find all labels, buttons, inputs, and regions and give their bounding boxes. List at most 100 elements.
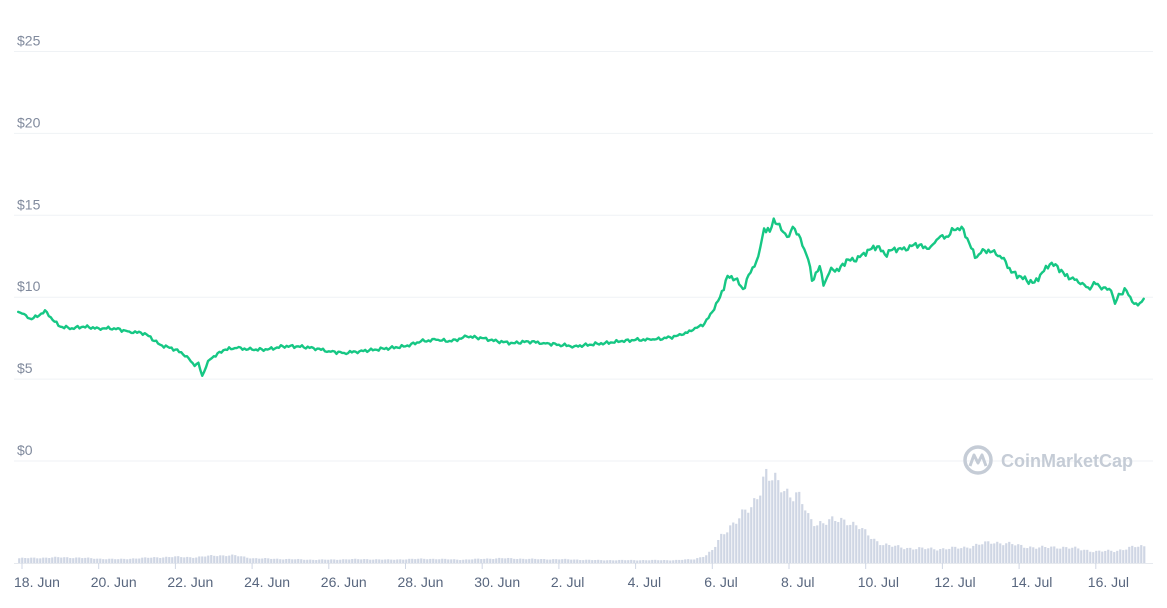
x-tick-label: 26. Jun: [321, 574, 367, 590]
volume-bar: [846, 525, 849, 563]
volume-bar: [1107, 549, 1110, 563]
volume-bar: [840, 517, 843, 563]
volume-bar: [879, 545, 882, 563]
volume-bar: [672, 560, 675, 563]
volume-bar: [1026, 548, 1029, 563]
volume-bar: [78, 557, 81, 563]
volume-bar: [645, 560, 648, 563]
volume-bar: [276, 558, 279, 563]
volume-bar: [504, 558, 507, 563]
volume-bar: [510, 558, 513, 563]
volume-bar: [366, 559, 369, 563]
volume-bar: [789, 497, 792, 563]
volume-bar: [132, 558, 135, 563]
volume-bar: [987, 541, 990, 563]
volume-bar: [180, 557, 183, 563]
volume-bar: [1083, 549, 1086, 563]
volume-bar: [927, 548, 930, 563]
volume-bar: [300, 559, 303, 563]
volume-bar: [507, 557, 510, 563]
volume-bar: [1020, 544, 1023, 563]
volume-bar: [663, 559, 666, 563]
volume-bar: [465, 559, 468, 563]
volume-bar: [678, 559, 681, 563]
volume-bar: [360, 559, 363, 563]
volume-bar: [417, 558, 420, 563]
volume-bar: [315, 560, 318, 563]
volume-bar: [471, 559, 474, 563]
volume-bar: [885, 543, 888, 563]
volume-bar: [90, 558, 93, 563]
volume-bar: [618, 559, 621, 563]
volume-bar: [984, 541, 987, 563]
x-tick-label: 4. Jul: [628, 574, 661, 590]
volume-bar: [603, 560, 606, 563]
volume-bar: [456, 559, 459, 563]
volume-bar: [273, 558, 276, 563]
volume-bar: [123, 558, 126, 563]
volume-bar: [153, 557, 156, 563]
volume-bar: [1014, 545, 1017, 563]
volume-bar: [966, 547, 969, 563]
volume-bar: [333, 559, 336, 563]
volume-bar: [462, 559, 465, 563]
volume-bar: [1116, 550, 1119, 563]
volume-bar: [1077, 548, 1080, 563]
volume-bar: [282, 559, 285, 563]
volume-bar: [597, 559, 600, 563]
volume-bar: [903, 549, 906, 563]
volume-bar: [675, 559, 678, 563]
volume-bar: [609, 560, 612, 563]
volume-bar: [420, 558, 423, 563]
volume-bar: [1035, 548, 1038, 563]
volume-bar: [888, 544, 891, 563]
volume-bar: [66, 557, 69, 563]
volume-bar: [108, 558, 111, 563]
x-tick-label: 24. Jun: [244, 574, 290, 590]
volume-bar: [756, 499, 759, 563]
volume-bar: [1086, 549, 1089, 563]
volume-bar: [588, 559, 591, 563]
volume-bar: [468, 559, 471, 563]
volume-bar: [33, 557, 36, 563]
volume-bar: [531, 558, 534, 563]
volume-bar: [930, 547, 933, 563]
volume-bar: [267, 558, 270, 563]
volume-bar: [111, 558, 114, 563]
volume-bar: [777, 480, 780, 563]
volume-bar: [477, 558, 480, 563]
volume-bar: [933, 549, 936, 563]
volume-bar: [1053, 546, 1056, 563]
volume-bar: [1062, 546, 1065, 563]
volume-bar: [702, 556, 705, 563]
volume-bar: [1113, 552, 1116, 563]
volume-bar: [699, 557, 702, 563]
price-line: [17, 217, 1145, 377]
volume-bar: [501, 558, 504, 563]
volume-bar: [279, 559, 282, 563]
volume-bar: [606, 560, 609, 563]
volume-bar: [1131, 545, 1134, 563]
volume-bar: [582, 560, 585, 563]
line-layer: [17, 217, 1145, 377]
volume-bar: [1023, 547, 1026, 563]
volume-bar: [306, 559, 309, 563]
volume-bar: [648, 560, 651, 563]
volume-bar: [72, 558, 75, 563]
volume-bar: [369, 559, 372, 563]
volume-bar: [585, 559, 588, 563]
volume-bar: [576, 559, 579, 563]
y-tick-label: $20: [17, 114, 41, 130]
volume-bar: [771, 480, 774, 563]
volume-bar: [735, 523, 738, 563]
volume-bar: [708, 551, 711, 563]
volume-bar: [693, 559, 696, 563]
x-tick-label: 14. Jul: [1011, 574, 1052, 590]
volume-bar: [429, 558, 432, 563]
volume-bar: [345, 559, 348, 563]
volume-bar: [747, 512, 750, 563]
volume-bar: [600, 560, 603, 563]
volume-bar: [120, 558, 123, 563]
volume-bar: [855, 525, 858, 563]
y-tick-label: $25: [17, 33, 41, 49]
